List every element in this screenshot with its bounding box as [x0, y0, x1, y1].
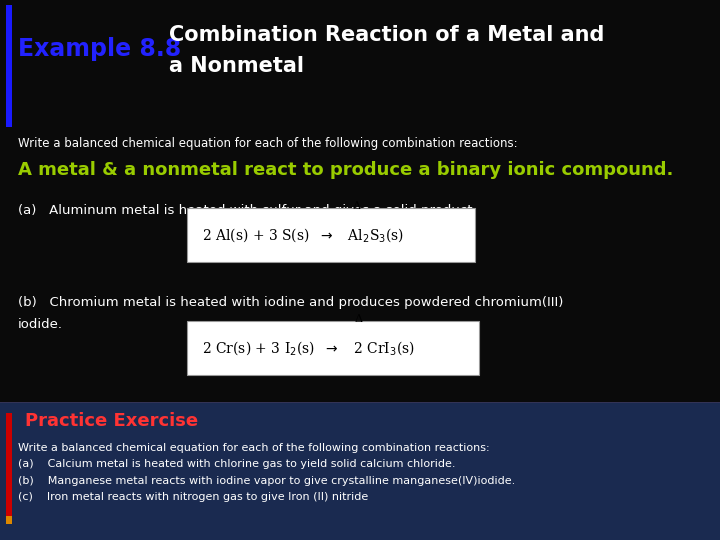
Bar	[6, 413, 12, 518]
Text: (a)   Aluminum metal is heated with sulfur and gives a solid product.: (a) Aluminum metal is heated with sulfur…	[18, 204, 477, 217]
FancyArrow shape	[0, 402, 720, 403]
Text: (a)    Calcium metal is heated with chlorine gas to yield solid calcium chloride: (a) Calcium metal is heated with chlorin…	[18, 460, 456, 469]
FancyBboxPatch shape	[187, 321, 479, 375]
Text: (c)    Iron metal reacts with nitrogen gas to give Iron (II) nitride: (c) Iron metal reacts with nitrogen gas …	[18, 492, 368, 502]
Bar	[6, 516, 12, 524]
Text: Practice Exercise: Practice Exercise	[25, 412, 198, 430]
Text: Example 8.8: Example 8.8	[18, 37, 181, 60]
Text: Combination Reaction of a Metal and: Combination Reaction of a Metal and	[169, 25, 605, 45]
Text: a Nonmetal: a Nonmetal	[169, 56, 304, 76]
Text: A metal & a nonmetal react to produce a binary ionic compound.: A metal & a nonmetal react to produce a …	[18, 161, 673, 179]
Text: Write a balanced chemical equation for each of the following combination reactio: Write a balanced chemical equation for e…	[18, 137, 518, 150]
Text: iodide.: iodide.	[18, 318, 63, 330]
Bar	[0, 402, 720, 540]
Text: Δ: Δ	[354, 314, 363, 324]
Text: Δ: Δ	[352, 200, 361, 211]
Text: Write a balanced chemical equation for each of the following combination reactio: Write a balanced chemical equation for e…	[18, 443, 490, 453]
Text: (b)    Manganese metal reacts with iodine vapor to give crystalline manganese(IV: (b) Manganese metal reacts with iodine v…	[18, 476, 516, 485]
Text: 2 Cr(s) + 3 I$_2$(s)  $\rightarrow$   2 CrI$_3$(s): 2 Cr(s) + 3 I$_2$(s) $\rightarrow$ 2 CrI…	[202, 340, 415, 357]
FancyBboxPatch shape	[187, 208, 475, 262]
Text: 2 Al(s) + 3 S(s)  $\rightarrow$   Al$_2$S$_3$(s): 2 Al(s) + 3 S(s) $\rightarrow$ Al$_2$S$_…	[202, 226, 404, 244]
Bar	[6, 5, 12, 127]
Text: (b)   Chromium metal is heated with iodine and produces powdered chromium(III): (b) Chromium metal is heated with iodine…	[18, 296, 563, 309]
